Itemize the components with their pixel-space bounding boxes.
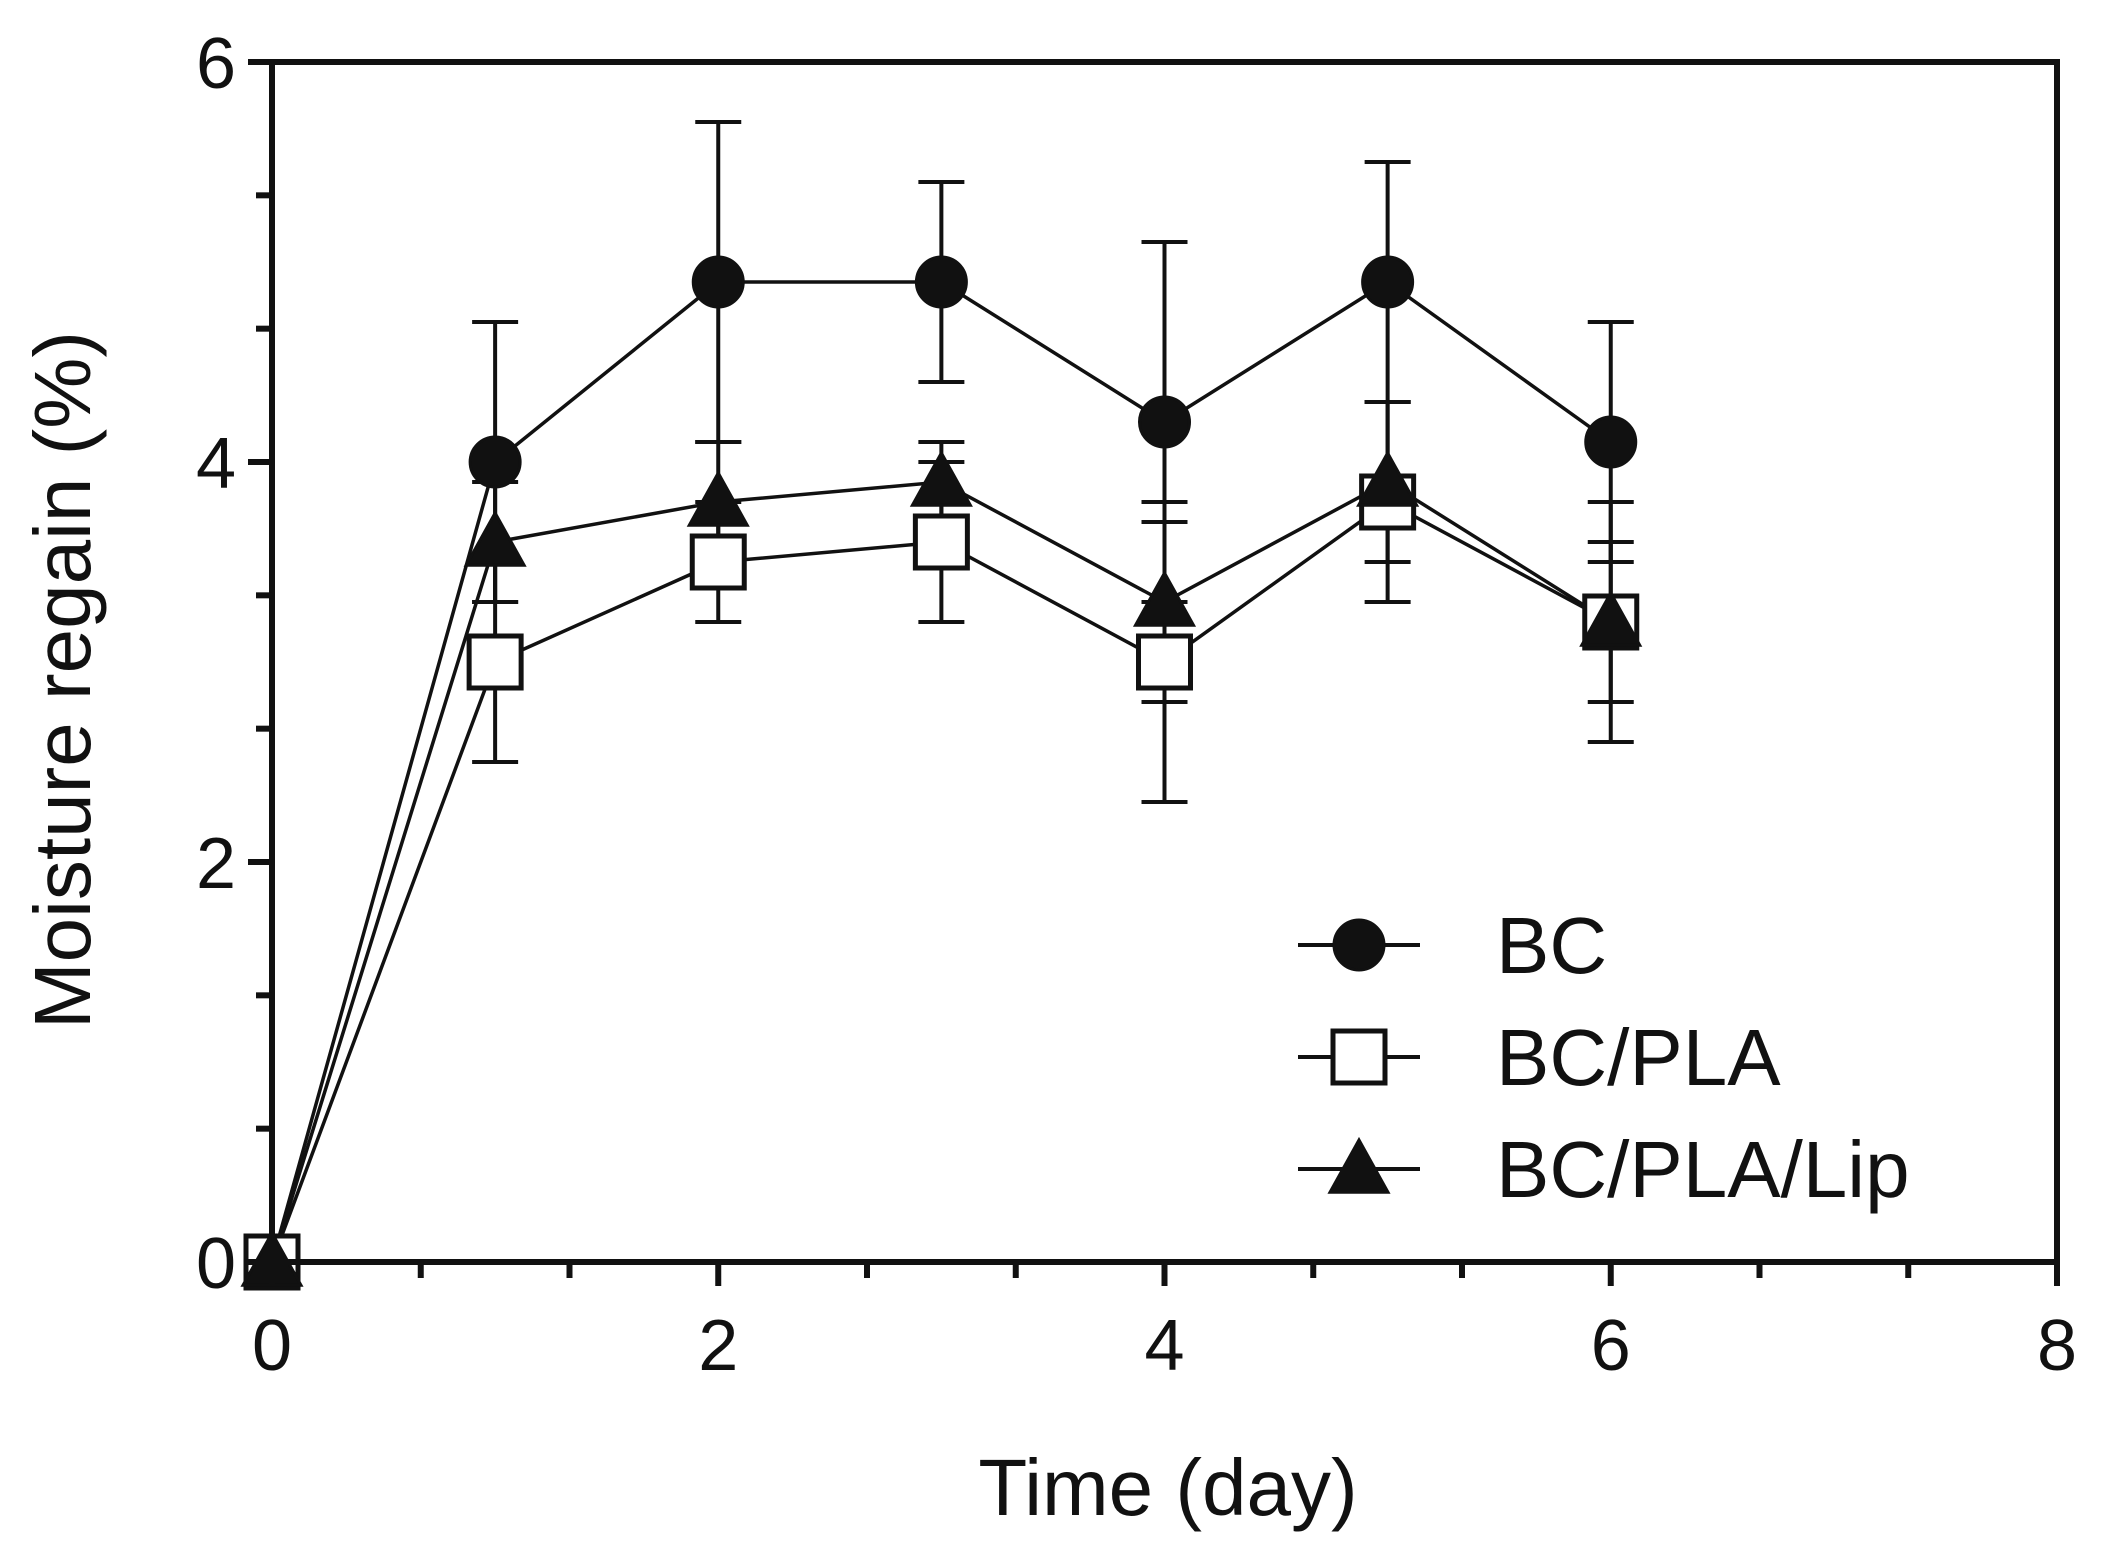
legend-label-bc: BC xyxy=(1496,901,1607,990)
data-point-bc xyxy=(691,255,745,309)
data-point-bc-pla xyxy=(912,513,970,571)
legend-marker-bc-pla xyxy=(1330,1028,1388,1086)
error-bars-layer xyxy=(472,120,1634,804)
x-tick-label: 4 xyxy=(1144,1306,1184,1386)
y-tick-label: 2 xyxy=(196,824,236,904)
data-point-bc xyxy=(914,255,968,309)
data-point-bc-pla-lip xyxy=(1132,569,1197,627)
series-line-bc xyxy=(270,279,1612,1263)
legend-label-bc-pla-lip: BC/PLA/Lip xyxy=(1496,1125,1910,1214)
data-point-bc-pla xyxy=(689,533,747,591)
x-tick-label: 6 xyxy=(1591,1306,1631,1386)
data-point-bc xyxy=(1361,255,1415,309)
data-point-bc xyxy=(1138,395,1191,449)
y-axis-title: Moisture regain (%) xyxy=(18,331,107,1029)
data-point-bc-pla-lip xyxy=(686,469,750,527)
data-point-bc-pla-lip xyxy=(463,509,527,567)
data-point-bc-pla xyxy=(1136,633,1193,691)
y-tick-label: 6 xyxy=(196,24,236,104)
data-point-bc-pla-lip xyxy=(1356,449,1420,507)
data-point-bc-pla-lip xyxy=(1579,589,1643,647)
legend-marker-bc-pla-lip xyxy=(1327,1136,1391,1194)
legend-label-bc-pla: BC/PLA xyxy=(1496,1013,1781,1102)
series-lines-layer xyxy=(270,279,1612,1263)
series-markers-layer xyxy=(240,255,1643,1291)
data-point-bc xyxy=(468,435,522,489)
x-tick-label: 0 xyxy=(252,1306,292,1386)
x-tick-label: 8 xyxy=(2037,1306,2077,1386)
data-point-bc-pla-lip xyxy=(909,449,973,507)
legend-marker-bc xyxy=(1332,918,1386,972)
data-point-bc-pla xyxy=(466,633,524,691)
y-tick-label: 4 xyxy=(196,424,236,504)
axes-layer: 0 2 4 6 8 0 2 4 6 xyxy=(196,24,2077,1386)
legend: BC BC/PLA BC/PLA/Lip xyxy=(1298,901,1910,1214)
x-axis-title: Time (day) xyxy=(978,1443,1357,1532)
y-tick-label: 0 xyxy=(196,1224,236,1304)
data-point-bc xyxy=(1584,415,1638,469)
x-tick-label: 2 xyxy=(698,1306,738,1386)
